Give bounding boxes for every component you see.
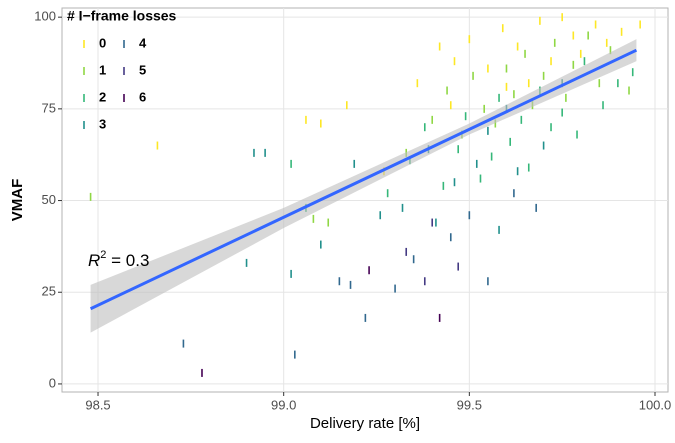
y-tick-label: 50 bbox=[42, 192, 56, 207]
y-tick-label: 0 bbox=[49, 375, 56, 390]
legend-label: 4 bbox=[139, 35, 147, 50]
x-tick-label: 99.0 bbox=[271, 397, 296, 412]
y-tick-label: 75 bbox=[42, 100, 56, 115]
legend-label: 3 bbox=[99, 116, 106, 131]
annotation-base: R bbox=[88, 251, 100, 270]
legend-label: 5 bbox=[139, 62, 146, 77]
annotation-rest: = 0.3 bbox=[106, 251, 149, 270]
legend-label: 6 bbox=[139, 89, 146, 104]
y-tick-label: 25 bbox=[42, 284, 56, 299]
y-axis-label: VMAF bbox=[9, 179, 26, 222]
legend-label: 1 bbox=[99, 62, 106, 77]
x-axis-label: Delivery rate [%] bbox=[310, 415, 420, 432]
legend-label: 2 bbox=[99, 89, 106, 104]
annotation-sup: 2 bbox=[100, 249, 106, 261]
annotation: R2 = 0.3 bbox=[88, 249, 149, 271]
legend-title: # I−frame losses bbox=[67, 8, 177, 24]
confidence-band bbox=[90, 39, 637, 333]
panel bbox=[61, 7, 669, 393]
x-tick-label: 98.5 bbox=[85, 397, 110, 412]
y-tick-label: 100 bbox=[34, 9, 56, 24]
fit-line bbox=[89, 48, 638, 311]
x-tick-label: 100.0 bbox=[639, 397, 672, 412]
legend-label: 0 bbox=[99, 35, 106, 50]
x-tick-label: 99.5 bbox=[457, 397, 482, 412]
